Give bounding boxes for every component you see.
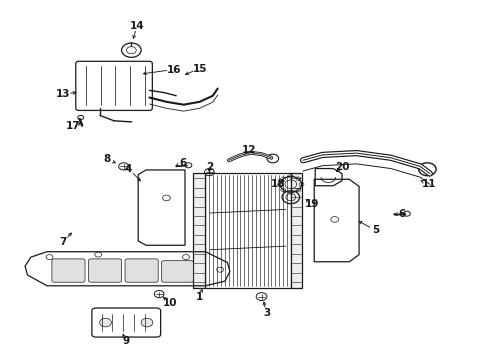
Text: 5: 5 — [372, 225, 379, 235]
Bar — [193, 173, 205, 288]
Text: 6: 6 — [397, 209, 404, 219]
FancyBboxPatch shape — [161, 261, 193, 282]
Text: 17: 17 — [65, 121, 80, 131]
Text: 18: 18 — [270, 179, 285, 189]
FancyBboxPatch shape — [88, 259, 122, 282]
Text: 1: 1 — [196, 292, 203, 302]
Text: 3: 3 — [262, 308, 269, 318]
Text: 13: 13 — [56, 89, 70, 99]
FancyBboxPatch shape — [125, 259, 158, 282]
FancyBboxPatch shape — [52, 259, 85, 282]
Bar — [290, 173, 301, 288]
Text: 19: 19 — [304, 199, 318, 210]
Text: 15: 15 — [192, 64, 206, 74]
Text: 7: 7 — [60, 237, 67, 247]
Bar — [205, 173, 290, 288]
Text: 16: 16 — [167, 64, 181, 75]
Text: 4: 4 — [124, 164, 132, 174]
Text: 10: 10 — [163, 298, 177, 308]
Circle shape — [100, 318, 111, 327]
Text: 6: 6 — [179, 158, 186, 168]
Text: 9: 9 — [122, 336, 130, 346]
Text: 12: 12 — [242, 144, 256, 154]
Text: 2: 2 — [205, 162, 213, 172]
Text: 8: 8 — [103, 154, 110, 164]
Text: 20: 20 — [334, 162, 348, 172]
Circle shape — [141, 318, 153, 327]
Text: 14: 14 — [130, 21, 144, 31]
Text: 11: 11 — [421, 179, 435, 189]
